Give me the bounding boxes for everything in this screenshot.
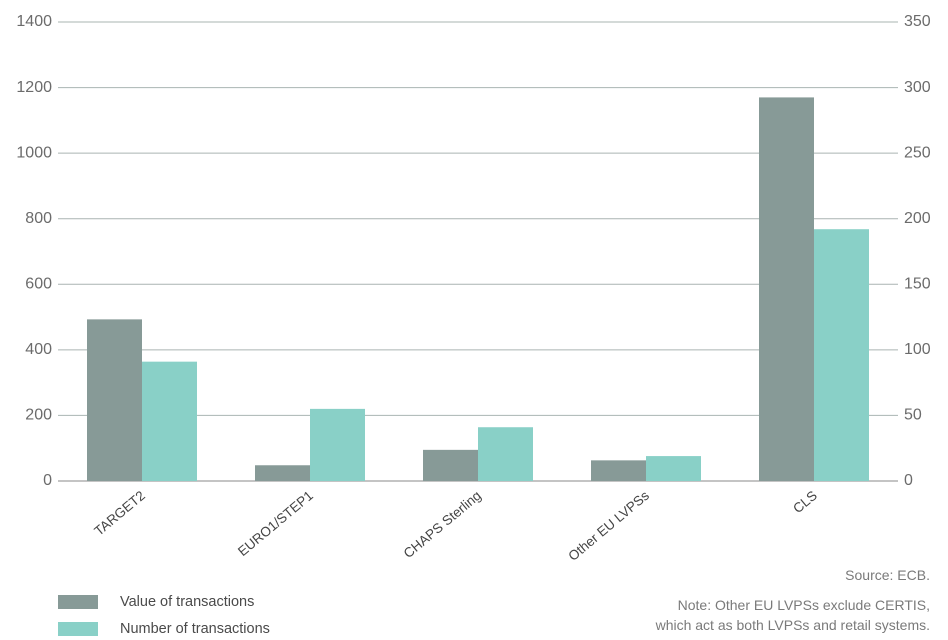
right-tick-label: 250: [904, 144, 931, 161]
left-tick-label: 400: [25, 341, 52, 358]
left-tick-label: 600: [25, 276, 52, 293]
category-label: CLS: [790, 488, 820, 516]
right-tick-label: 50: [904, 407, 922, 424]
left-tick-label: 0: [43, 472, 52, 489]
bar-value: [87, 319, 142, 481]
left-tick-label: 200: [25, 407, 52, 424]
bar-number: [814, 229, 869, 481]
right-tick-label: 300: [904, 79, 931, 96]
bar-number: [478, 427, 533, 481]
category-label: EURO1/STEP1: [235, 488, 316, 559]
legend-item-number: Number of transactions: [58, 618, 270, 640]
category-label: TARGET2: [91, 488, 148, 539]
right-axis-ticks: 0 50 100 150 200 250 300 350: [904, 13, 931, 489]
right-tick-label: 350: [904, 13, 931, 30]
legend-label-number: Number of transactions: [120, 621, 270, 637]
legend-label-value: Value of transactions: [120, 594, 255, 610]
bar-value: [591, 460, 646, 481]
bar-number: [646, 456, 701, 481]
left-axis-ticks: 0 200 400 600 800 1000 1200 1400: [16, 13, 52, 489]
note-line-1: Note: Other EU LVPSs exclude CERTIS,: [677, 597, 930, 613]
bar-value: [255, 465, 310, 481]
right-tick-label: 100: [904, 341, 931, 358]
right-tick-label: 0: [904, 472, 913, 489]
bar-number: [310, 408, 365, 481]
bar-value: [759, 97, 814, 482]
category-label: CHAPS Sterling: [401, 488, 484, 561]
legend-swatch-value: [58, 595, 98, 609]
bars: [87, 97, 869, 482]
right-tick-label: 200: [904, 210, 931, 227]
legend-swatch-number: [58, 622, 98, 636]
category-label: Other EU LVPSs: [565, 488, 652, 564]
note-line-2: which act as both LVPSs and retail syste…: [655, 617, 930, 633]
left-tick-label: 1400: [16, 13, 52, 30]
left-tick-label: 1200: [16, 79, 52, 96]
category-labels: TARGET2 EURO1/STEP1 CHAPS Sterling Other EU…: [91, 488, 820, 564]
source-note: Source: ECB.: [845, 567, 930, 583]
bar-value: [423, 449, 478, 481]
right-tick-label: 150: [904, 276, 931, 293]
legend-item-value: Value of transactions: [58, 591, 254, 613]
bar-number: [142, 361, 197, 481]
left-tick-label: 1000: [16, 144, 52, 161]
gridlines: [58, 21, 898, 482]
left-tick-label: 800: [25, 210, 52, 227]
